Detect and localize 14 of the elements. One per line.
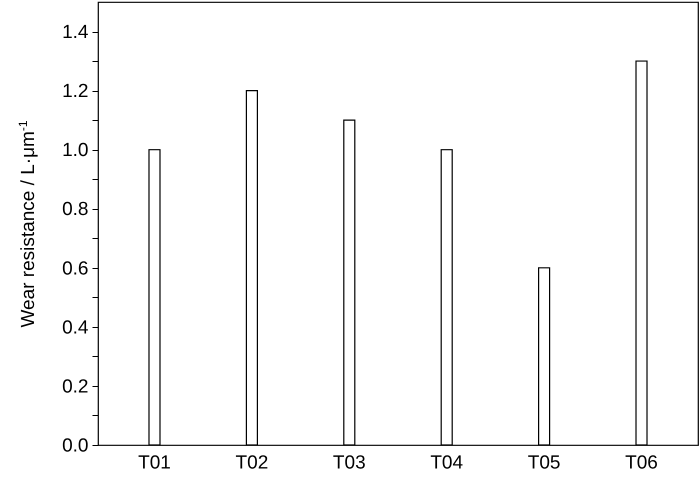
x-tick-label: T05	[528, 452, 560, 474]
y-tick-label: 0.0	[62, 436, 88, 456]
x-tick-label: T01	[138, 452, 171, 474]
x-tick-label: T06	[625, 452, 658, 474]
y-tick-label: 0.4	[62, 317, 89, 338]
x-tick-label: T02	[236, 452, 268, 474]
y-tick-label: 1.0	[62, 140, 88, 162]
y-tick-label: 0.6	[62, 258, 88, 280]
y-tick-label: 0.8	[62, 199, 88, 220]
y-tick-label: 1.4	[62, 22, 89, 44]
x-tick-label: T03	[332, 452, 366, 474]
y-tick-label: 0.2	[62, 376, 88, 398]
x-tick-label: T04	[430, 452, 464, 474]
y-tick-label: 1.2	[62, 81, 88, 102]
